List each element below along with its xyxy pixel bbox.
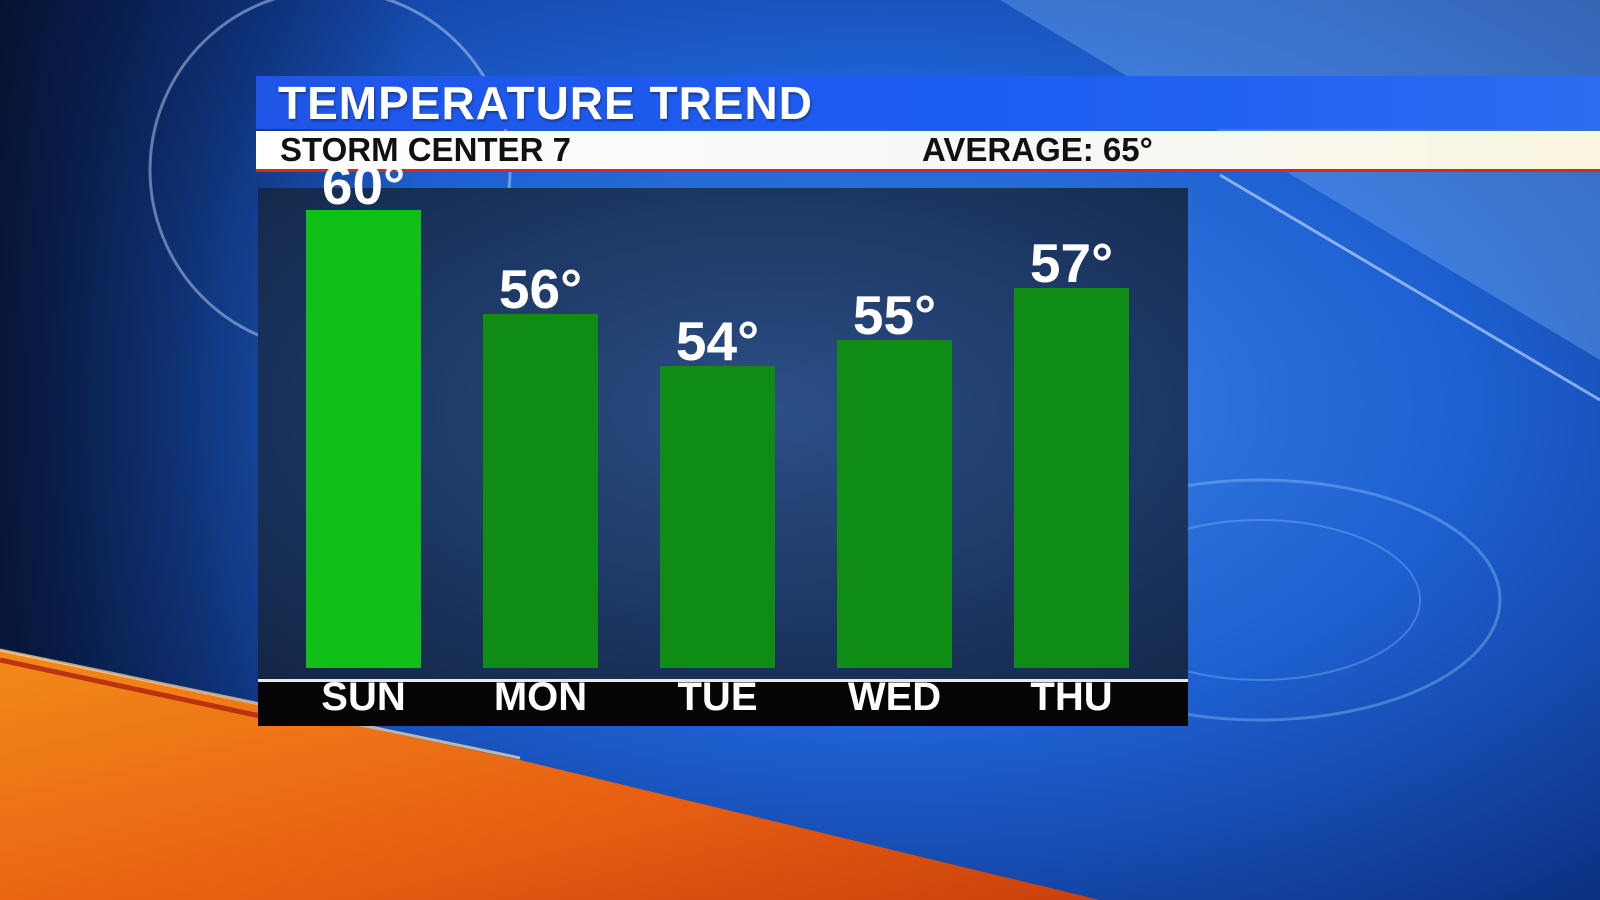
day-label-sun: SUN [321, 675, 405, 719]
value-label-mon: 56° [499, 258, 582, 320]
value-label-thu: 57° [1030, 232, 1113, 294]
day-label-wed: WED [848, 675, 941, 719]
day-label-band [258, 682, 1188, 726]
bar-thu [1014, 288, 1129, 668]
value-label-tue: 54° [676, 310, 759, 372]
baseline-divider [258, 679, 1188, 682]
value-label-wed: 55° [853, 284, 936, 346]
day-label-tue: TUE [678, 675, 758, 719]
value-label-sun: 60° [322, 154, 405, 216]
station-name: STORM CENTER 7 [280, 131, 571, 168]
bar-mon [483, 314, 598, 668]
day-label-mon: MON [494, 675, 587, 719]
subtitle-bar: STORM CENTER 7 AVERAGE: 65° [256, 131, 1600, 172]
temperature-bar-chart: 60° SUN 56° MON 54° TUE 55° WED 57° THU [306, 154, 1129, 719]
day-label-thu: THU [1030, 675, 1112, 719]
bar-sun [306, 210, 421, 668]
bar-wed [837, 340, 952, 668]
title-bar: TEMPERATURE TREND [256, 76, 1600, 129]
bar-tue [660, 366, 775, 668]
page-title: TEMPERATURE TREND [278, 77, 813, 129]
average-temperature: AVERAGE: 65° [922, 131, 1153, 168]
